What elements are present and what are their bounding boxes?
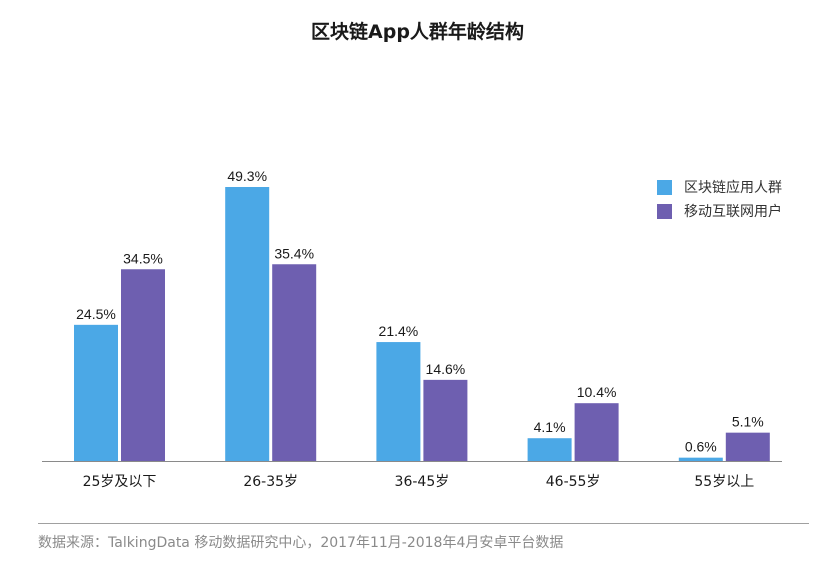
bar-mobile bbox=[423, 379, 468, 461]
x-tick-label: 55岁以上 bbox=[694, 474, 754, 490]
bar-blockchain bbox=[527, 438, 572, 461]
chart-title: 区块链App人群年龄结构 bbox=[311, 21, 524, 43]
source-note: 数据来源：TalkingData 移动数据研究中心，2017年11月-2018年… bbox=[38, 535, 564, 551]
legend-label: 区块链应用人群 bbox=[684, 180, 782, 196]
legend-swatch-blockchain bbox=[657, 179, 672, 195]
bar-mobile bbox=[725, 432, 770, 461]
data-label: 35.4% bbox=[274, 245, 314, 261]
data-label: 49.3% bbox=[227, 168, 267, 184]
data-label: 4.1% bbox=[534, 419, 566, 435]
data-label: 0.6% bbox=[685, 439, 717, 455]
legend-item-blockchain: 区块链应用人群 bbox=[657, 175, 782, 199]
data-label: 24.5% bbox=[76, 306, 116, 322]
data-label: 5.1% bbox=[732, 414, 764, 430]
data-label: 14.6% bbox=[426, 361, 466, 377]
data-label: 21.4% bbox=[379, 323, 419, 339]
legend-label: 移动互联网用户 bbox=[684, 204, 782, 220]
bar-mobile bbox=[121, 269, 165, 461]
x-tick-label: 25岁及以下 bbox=[83, 474, 157, 490]
legend-item-mobile: 移动互联网用户 bbox=[657, 199, 782, 223]
x-tick-label: 26-35岁 bbox=[243, 474, 298, 490]
bar-mobile bbox=[272, 264, 317, 461]
bar-chart: 24.5% 34.5% 25岁及以下 49.3% 35.4% 26-35岁 21.4% 14.… bbox=[42, 168, 782, 490]
bar-blockchain bbox=[678, 457, 723, 461]
legend: 区块链应用人群 移动互联网用户 bbox=[657, 175, 782, 223]
bar-mobile bbox=[574, 403, 619, 461]
legend-swatch-mobile bbox=[657, 203, 672, 219]
bar-blockchain bbox=[74, 324, 118, 461]
bar-blockchain bbox=[376, 342, 421, 461]
footer-divider bbox=[38, 523, 809, 524]
data-label: 34.5% bbox=[123, 250, 163, 266]
x-tick-label: 36-45岁 bbox=[395, 474, 450, 490]
bar-blockchain bbox=[225, 187, 270, 461]
x-tick-label: 46-55岁 bbox=[546, 474, 601, 490]
data-label: 10.4% bbox=[577, 384, 617, 400]
